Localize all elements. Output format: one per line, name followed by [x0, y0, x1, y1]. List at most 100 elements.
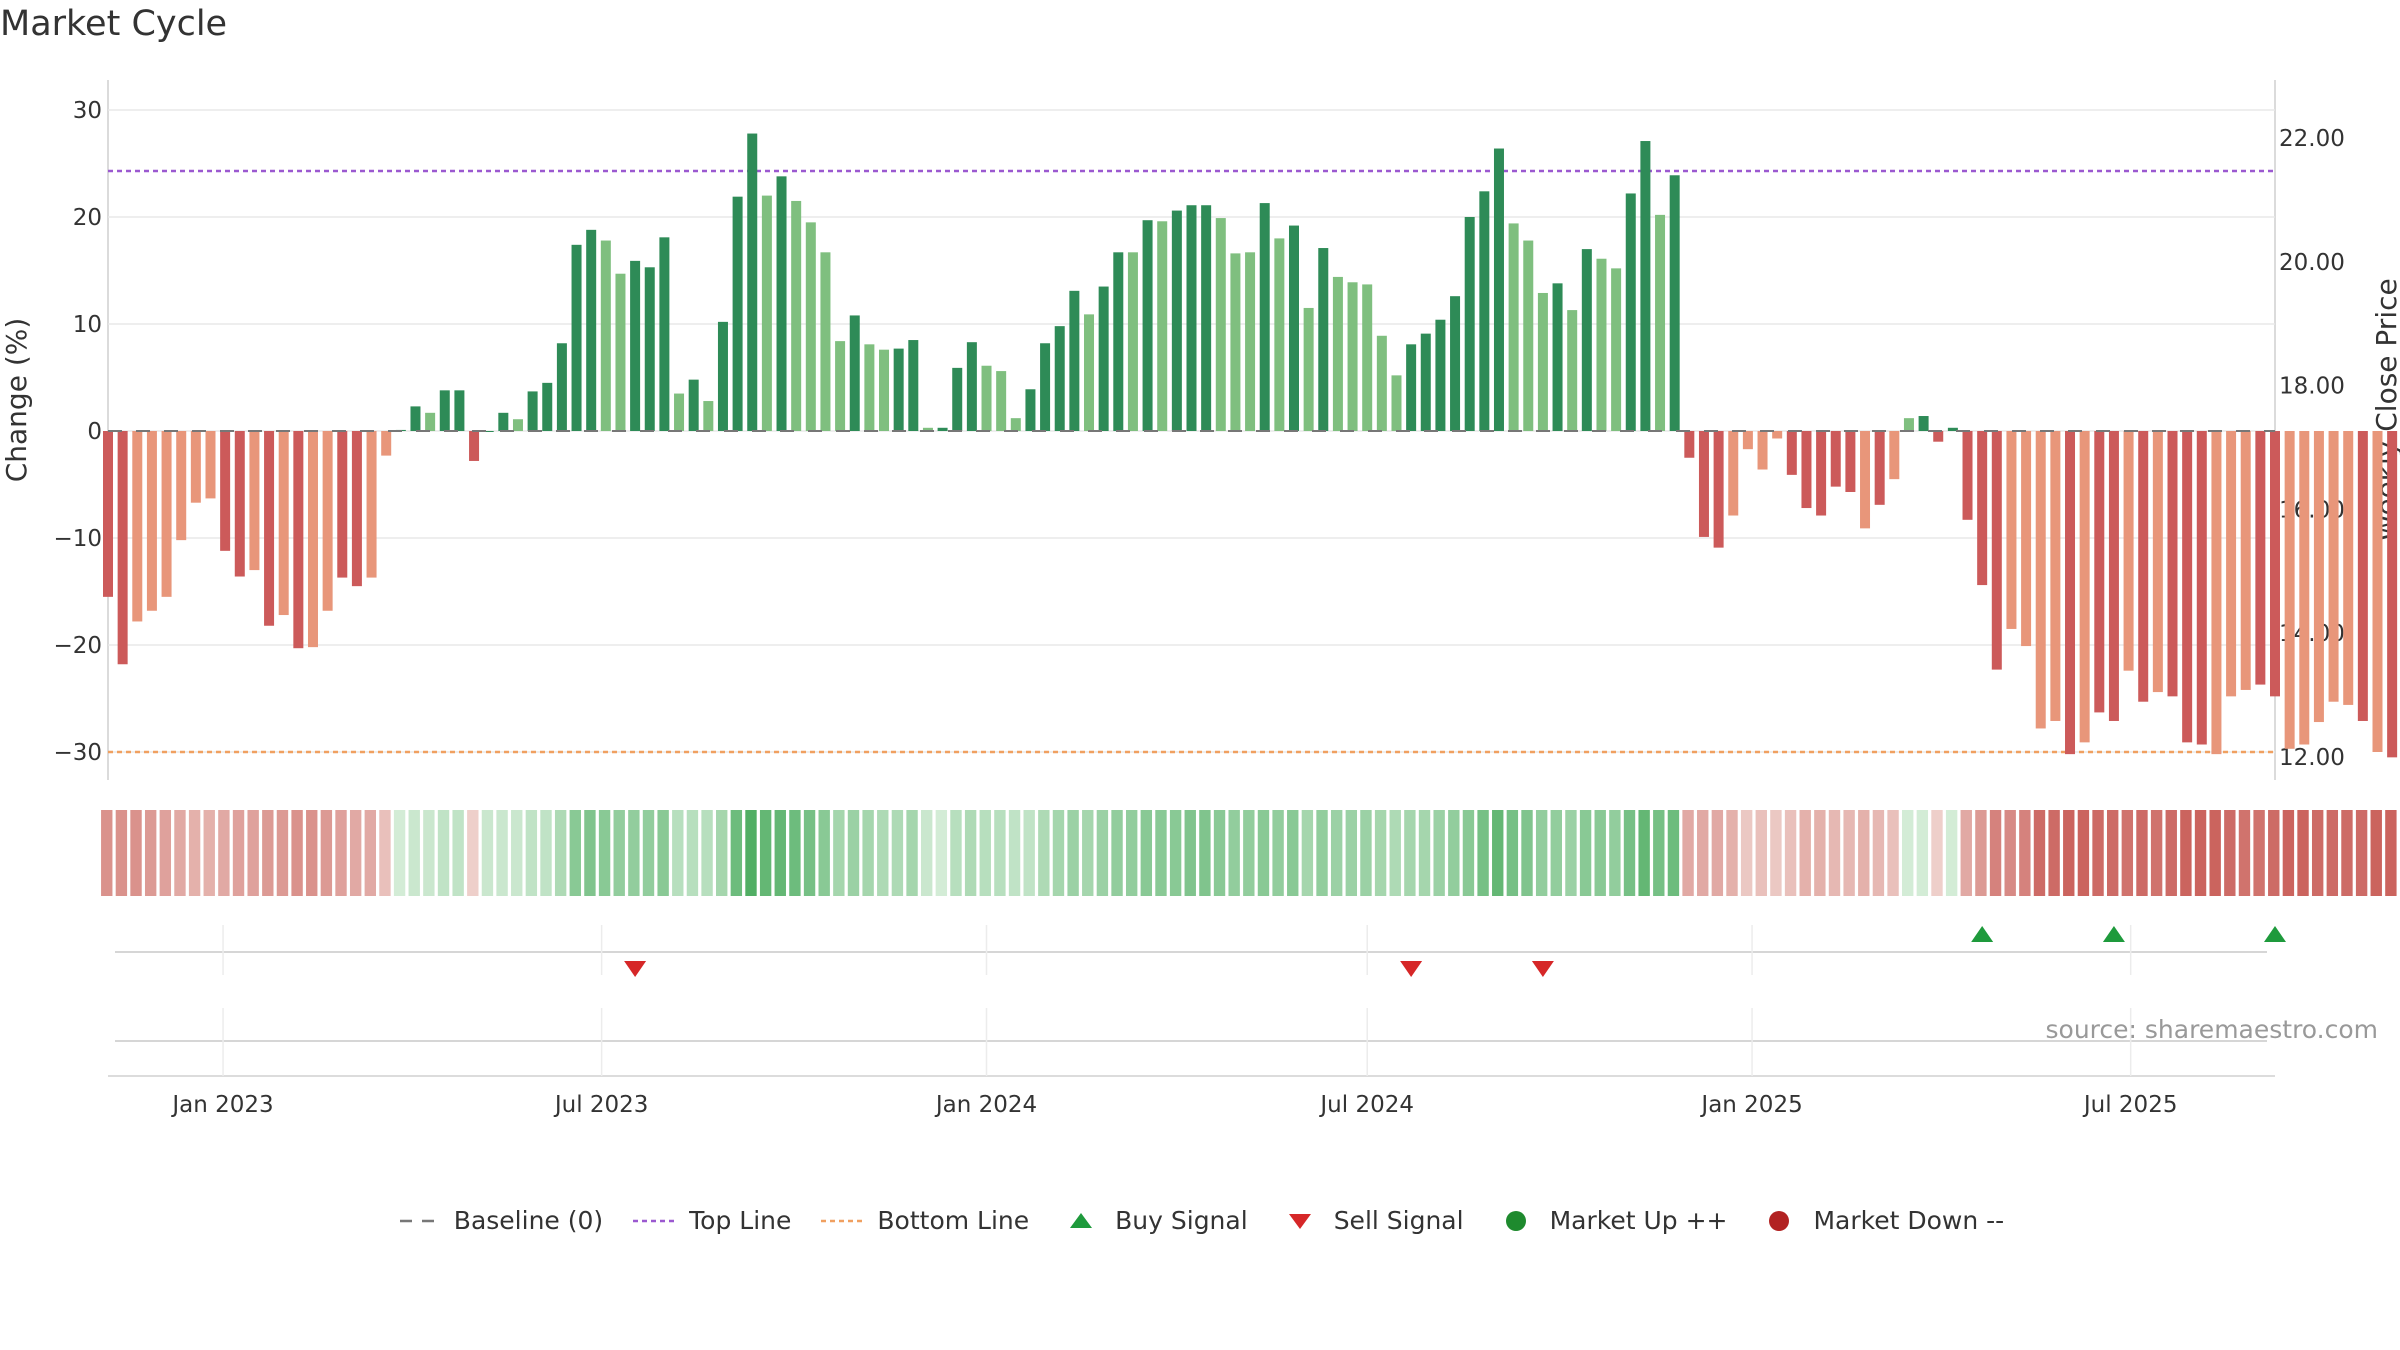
heat-cell: [686, 810, 699, 896]
bar: [1698, 431, 1709, 537]
bar: [498, 412, 509, 431]
chart-title: Market Cycle: [0, 4, 228, 44]
heat-cell: [159, 810, 172, 896]
bar: [2313, 431, 2324, 723]
heat-cell: [1755, 810, 1767, 896]
bar: [2138, 431, 2149, 702]
bar: [1684, 431, 1695, 458]
bar: [454, 390, 465, 431]
bar: [2284, 431, 2295, 749]
bar: [1742, 431, 1753, 450]
heat-cell: [1477, 810, 1489, 896]
bar: [1186, 205, 1197, 431]
heat-cell: [598, 810, 611, 896]
heat-cell: [1213, 810, 1226, 896]
heat-cell: [2180, 810, 2192, 896]
bar: [600, 240, 611, 431]
heat-cell: [1623, 810, 1636, 896]
bar: [1288, 225, 1299, 431]
heat-cell: [672, 810, 684, 896]
dash-line-icon: [396, 1209, 444, 1233]
bar: [1362, 284, 1373, 431]
bar: [176, 431, 187, 541]
x-tick-label: Jul 2023: [553, 1092, 649, 1118]
heat-cell: [496, 810, 508, 896]
heat-cell: [1550, 810, 1562, 896]
heat-cell: [1960, 810, 1972, 896]
heat-cell: [349, 810, 362, 896]
bar: [1084, 314, 1095, 431]
bar: [1786, 431, 1797, 475]
x-tick-label: Jan 2025: [1699, 1092, 1802, 1118]
heat-cell: [1872, 810, 1885, 896]
heat-cell: [1360, 810, 1372, 896]
legend-item: Sell Signal: [1276, 1206, 1464, 1235]
heat-cell: [203, 810, 215, 896]
bar: [556, 343, 567, 431]
bar: [644, 267, 655, 431]
legend-label: Bottom Line: [877, 1206, 1030, 1235]
bar: [2343, 431, 2354, 705]
heat-cell: [1301, 810, 1314, 896]
heat-cell: [2224, 810, 2236, 896]
legend-label: Market Up ++: [1549, 1206, 1728, 1235]
bar: [688, 379, 699, 431]
heat-cell: [1111, 810, 1123, 896]
bar: [351, 431, 362, 587]
heat-cell: [584, 810, 596, 896]
bar: [542, 382, 553, 431]
heat-cell: [716, 810, 728, 896]
y-tick-label: 30: [73, 98, 102, 124]
bar: [527, 391, 538, 431]
legend-item: Buy Signal: [1057, 1206, 1248, 1235]
bar: [732, 196, 743, 431]
bar: [1332, 276, 1343, 431]
heat-cell: [511, 810, 523, 896]
heat-cell: [1653, 810, 1665, 896]
bar: [1010, 418, 1021, 431]
heat-cell: [2253, 810, 2265, 896]
bar: [322, 431, 333, 611]
heat-cell: [144, 810, 157, 896]
heat-cell: [306, 810, 318, 896]
bar: [703, 401, 714, 431]
bar: [1420, 333, 1431, 431]
sell-signal-marker: [1531, 961, 1554, 977]
legend-item: Market Down --: [1755, 1206, 2004, 1235]
heat-cell: [291, 810, 303, 896]
bar: [1142, 220, 1153, 431]
bar: [2079, 431, 2090, 743]
sell-signal-marker: [624, 961, 647, 977]
x-tick-label: Jan 2024: [934, 1092, 1037, 1118]
heat-cell: [2341, 810, 2353, 896]
bar: [2050, 431, 2061, 721]
heat-cell: [847, 810, 860, 896]
heat-cell: [1462, 810, 1475, 896]
bar: [1713, 431, 1724, 548]
bar: [2108, 431, 2119, 721]
triangle-down-icon: [1276, 1209, 1324, 1233]
y2-tick-label: 18.00: [2279, 374, 2345, 400]
heat-cell: [101, 810, 113, 896]
heat-cell: [1565, 810, 1577, 896]
bar: [1493, 148, 1504, 431]
bar: [234, 431, 245, 577]
bar: [1596, 258, 1607, 431]
bar: [1728, 431, 1739, 516]
heat-cell: [1945, 810, 1958, 896]
bar: [747, 133, 758, 432]
heat-cell: [745, 810, 757, 896]
bar: [1450, 296, 1461, 431]
heat-cell: [1140, 810, 1153, 896]
circle-icon: [1492, 1209, 1540, 1233]
x-tick-label: Jan 2023: [170, 1092, 273, 1118]
heat-cell: [2136, 810, 2148, 896]
buy-signal-marker: [1971, 926, 1994, 942]
heat-cell: [1374, 810, 1387, 896]
heat-cell: [1169, 810, 1182, 896]
bar: [2035, 431, 2046, 729]
bar: [820, 252, 831, 431]
heat-cell: [1199, 810, 1211, 896]
heat-cell: [1316, 810, 1328, 896]
